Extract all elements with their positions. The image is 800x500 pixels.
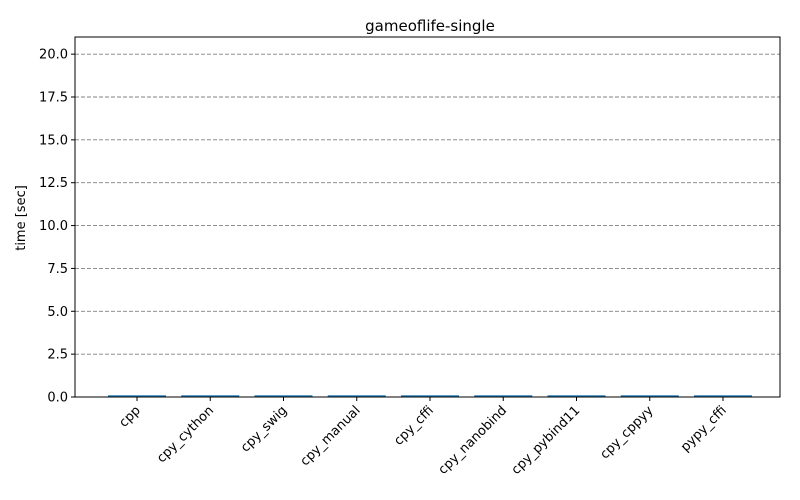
plot-area bbox=[74, 36, 781, 398]
y-tick-label: 20.0 bbox=[39, 48, 68, 63]
bar bbox=[474, 395, 533, 397]
bar bbox=[327, 395, 386, 397]
y-axis-label: time [sec] bbox=[14, 185, 29, 251]
chart-title: gameoflife-single bbox=[365, 17, 495, 35]
bar bbox=[401, 395, 459, 397]
y-tick-label: 5.0 bbox=[47, 305, 68, 320]
y-tick-label: 0.0 bbox=[47, 391, 68, 406]
x-tick-label: cpy_swig bbox=[238, 403, 290, 455]
x-axis: cpp cpy_cython cpy_swig cpy_manual cpy_cffic… bbox=[116, 397, 730, 478]
x-tick-label: cpy_cffi bbox=[391, 403, 436, 448]
y-tick-label: 12.5 bbox=[39, 176, 68, 191]
y-tick-label: 17.5 bbox=[39, 91, 68, 106]
bar bbox=[694, 395, 752, 397]
x-tick-label: cpy_nanobind bbox=[436, 403, 511, 478]
bars bbox=[108, 395, 752, 397]
y-tick-label: 7.5 bbox=[47, 262, 68, 277]
y-tick-label: 15.0 bbox=[39, 133, 68, 148]
x-tick-label: cpy_pybind11 bbox=[509, 403, 584, 478]
grid bbox=[75, 53, 780, 355]
y-tick-label: 2.5 bbox=[47, 348, 68, 363]
bar bbox=[254, 395, 313, 397]
bar bbox=[620, 395, 679, 397]
x-tick-label: cpy_cppyy bbox=[597, 403, 656, 462]
x-tick-label: pypy_cffi bbox=[678, 403, 730, 455]
bar bbox=[108, 395, 166, 397]
x-tick-label: cpy_cython bbox=[154, 403, 217, 466]
bar bbox=[547, 395, 606, 397]
y-axis: 0.0 2.5 5.0 7.5 10.0 12.5 15.0 17.5 20.0 bbox=[39, 48, 75, 406]
x-tick-label: cpy_manual bbox=[298, 403, 364, 469]
y-tick-label: 10.0 bbox=[39, 219, 68, 234]
bar bbox=[181, 395, 240, 397]
x-tick-label: cpp bbox=[116, 403, 143, 430]
